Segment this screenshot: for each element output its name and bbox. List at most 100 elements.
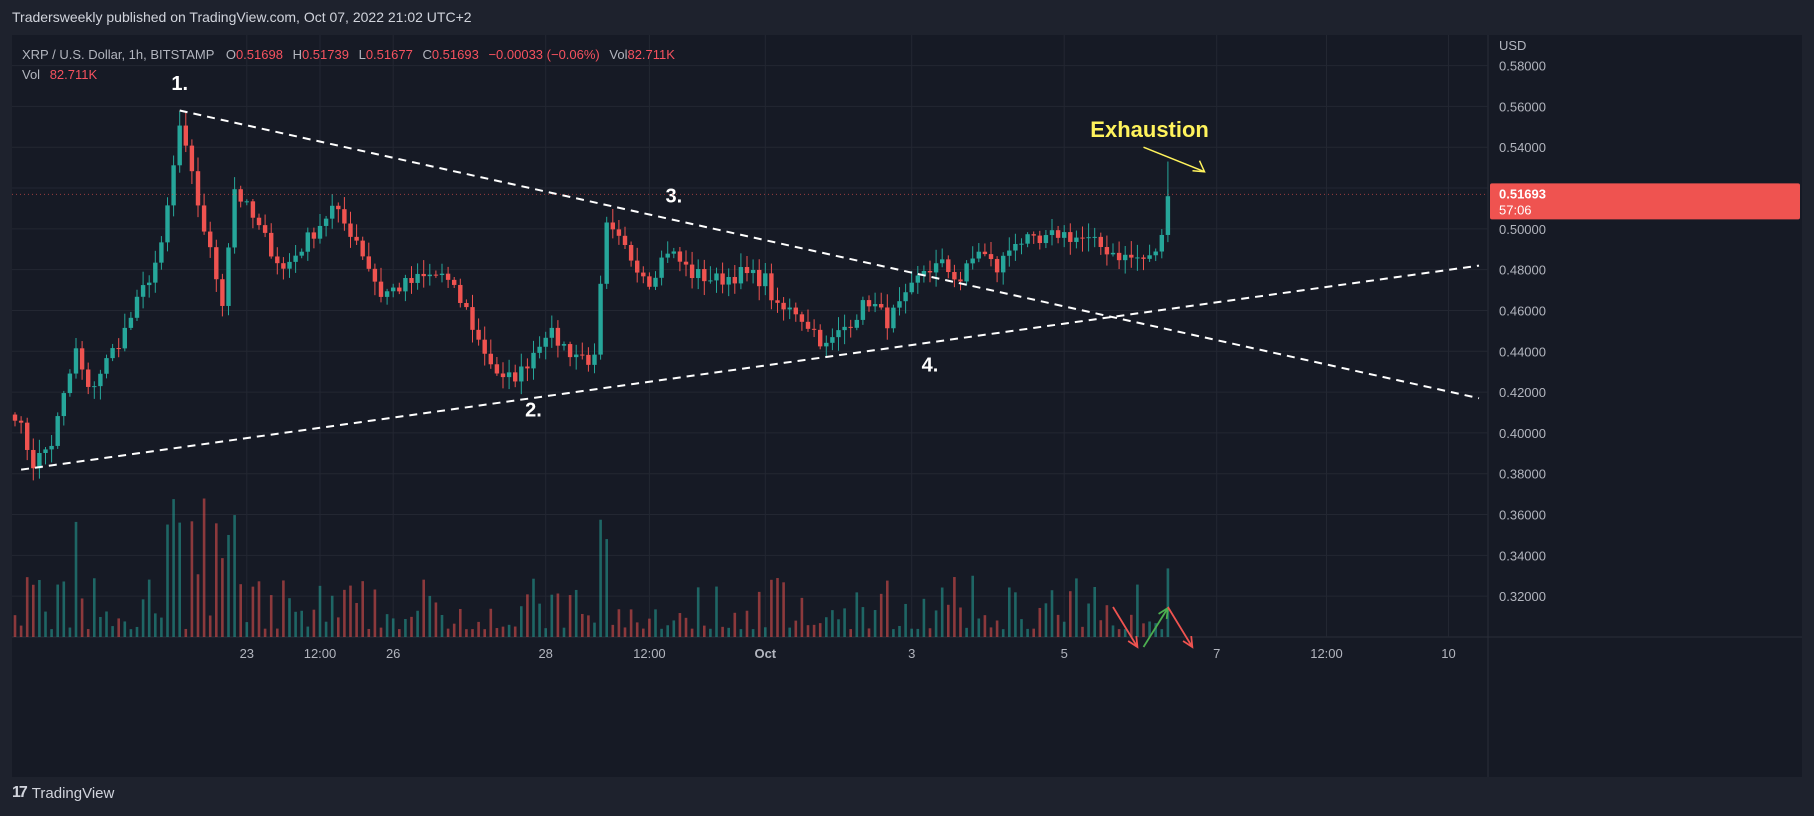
candle-body[interactable] (519, 366, 524, 382)
candle-body[interactable] (763, 273, 768, 287)
candle-body[interactable] (208, 231, 213, 248)
candle-body[interactable] (427, 274, 432, 277)
wave-label[interactable]: 2. (525, 400, 542, 422)
candle-body[interactable] (220, 279, 225, 306)
candle-body[interactable] (12, 414, 18, 421)
candle-body[interactable] (506, 372, 512, 378)
candle-body[interactable] (37, 452, 42, 469)
candle-body[interactable] (549, 327, 554, 338)
candle-body[interactable] (214, 247, 219, 280)
candle-body[interactable] (354, 236, 359, 241)
candle-body[interactable] (696, 269, 701, 279)
candle-body[interactable] (61, 393, 66, 417)
candle-body[interactable] (98, 373, 103, 387)
candle-body[interactable] (677, 251, 683, 262)
candle-body[interactable] (476, 329, 481, 340)
candle-body[interactable] (866, 300, 872, 307)
candle-body[interactable] (299, 251, 304, 256)
currency-label[interactable]: USD (1499, 38, 1526, 53)
candle-body[interactable] (500, 373, 506, 378)
candle-body[interactable] (1086, 237, 1091, 239)
candle-body[interactable] (232, 189, 237, 248)
candle-body[interactable] (226, 247, 231, 306)
candle-body[interactable] (909, 282, 914, 293)
candle-body[interactable] (1123, 254, 1128, 261)
candle-body[interactable] (452, 279, 457, 285)
candle-body[interactable] (391, 287, 396, 292)
candle-body[interactable] (750, 269, 756, 274)
candle-body[interactable] (360, 240, 365, 257)
candle-body[interactable] (25, 422, 30, 450)
candle-body[interactable] (494, 364, 500, 374)
candle-body[interactable] (793, 307, 798, 315)
candle-body[interactable] (342, 209, 347, 224)
candle-body[interactable] (49, 445, 54, 450)
candle-body[interactable] (940, 259, 945, 264)
candle-body[interactable] (927, 270, 933, 273)
exhaustion-annotation[interactable]: Exhaustion (1090, 117, 1209, 142)
candle-body[interactable] (891, 307, 896, 329)
candle-body[interactable] (720, 273, 725, 285)
candle-body[interactable] (726, 276, 731, 285)
candle-body[interactable] (458, 284, 463, 303)
candle-body[interactable] (610, 222, 615, 230)
candle-body[interactable] (964, 263, 969, 282)
candle-body[interactable] (580, 354, 585, 356)
candle-body[interactable] (616, 229, 622, 236)
candle-body[interactable] (775, 300, 780, 303)
candle-body[interactable] (1135, 257, 1140, 259)
candle-body[interactable] (1001, 255, 1006, 273)
candle-body[interactable] (409, 278, 414, 283)
candle-body[interactable] (159, 242, 164, 263)
candle-body[interactable] (671, 251, 676, 254)
candle-body[interactable] (683, 261, 689, 265)
candle-body[interactable] (952, 272, 957, 280)
candle-body[interactable] (1007, 250, 1012, 256)
candle-body[interactable] (439, 273, 445, 276)
candle-body[interactable] (140, 285, 146, 297)
candle-body[interactable] (403, 278, 408, 292)
candle-body[interactable] (18, 420, 24, 423)
candle-body[interactable] (195, 171, 201, 206)
upper-resistance-line[interactable] (179, 109, 1480, 400)
candle-body[interactable] (281, 263, 286, 269)
candle-body[interactable] (464, 302, 469, 308)
candle-body[interactable] (92, 386, 97, 388)
price-chart[interactable]: 0.580000.560000.540000.520000.500000.480… (12, 35, 1802, 777)
candle-body[interactable] (73, 348, 79, 374)
candle-body[interactable] (79, 348, 85, 370)
candle-body[interactable] (171, 165, 176, 206)
candle-body[interactable] (415, 273, 420, 283)
candle-body[interactable] (903, 292, 908, 302)
candle-body[interactable] (805, 321, 811, 329)
candle-body[interactable] (116, 348, 121, 350)
candle-body[interactable] (433, 274, 439, 276)
candle-body[interactable] (67, 373, 73, 394)
candle-body[interactable] (311, 232, 317, 239)
candle-body[interactable] (31, 449, 36, 469)
candle-body[interactable] (256, 217, 262, 226)
candle-body[interactable] (201, 205, 207, 232)
candle-body[interactable] (250, 201, 256, 218)
candle-body[interactable] (537, 346, 542, 353)
candle-body[interactable] (988, 254, 994, 260)
candle-body[interactable] (1074, 237, 1079, 242)
candle-body[interactable] (1068, 232, 1073, 242)
candle-body[interactable] (244, 201, 249, 203)
candle-body[interactable] (1019, 243, 1024, 245)
candle-body[interactable] (421, 273, 426, 277)
candle-body[interactable] (1049, 230, 1055, 236)
time-axis-background[interactable] (12, 637, 1488, 777)
candle-body[interactable] (738, 267, 744, 284)
candle-body[interactable] (732, 276, 737, 284)
candle-body[interactable] (653, 277, 658, 287)
candle-body[interactable] (470, 307, 475, 330)
candle-body[interactable] (604, 222, 609, 284)
candle-body[interactable] (933, 263, 939, 273)
wave-label[interactable]: 4. (922, 355, 939, 377)
candle-body[interactable] (598, 283, 603, 355)
candle-body[interactable] (714, 273, 719, 281)
candle-body[interactable] (744, 267, 750, 274)
candle-body[interactable] (445, 273, 451, 280)
candle-body[interactable] (122, 327, 127, 349)
